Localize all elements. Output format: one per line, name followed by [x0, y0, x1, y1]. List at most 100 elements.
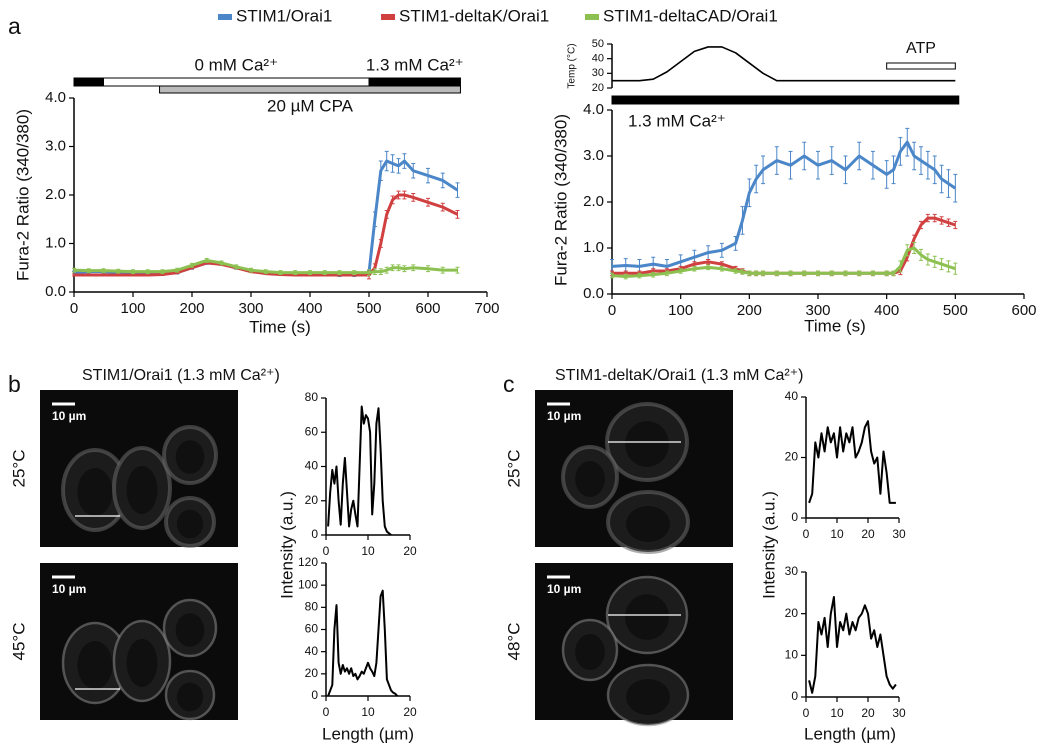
error-bar: [308, 270, 312, 276]
x-tick-label: 20: [403, 544, 417, 558]
panel-title: STIM1/Orai1 (1.3 mM Ca²⁺): [82, 367, 280, 384]
x-tick-label: 700: [474, 300, 499, 317]
y-tick-label: 20: [785, 606, 799, 620]
y-tick-label: 20: [305, 493, 319, 507]
y-tick-label: 0: [791, 689, 798, 703]
error-bar: [953, 262, 958, 275]
y-tick-label: 20: [592, 82, 604, 94]
error-bar: [390, 264, 395, 272]
error-bar: [131, 269, 135, 275]
nucleus: [625, 594, 669, 640]
data-line: [327, 589, 399, 697]
error-bar: [610, 272, 614, 279]
error-bar: [802, 270, 807, 277]
x-tick-label: 0: [70, 300, 78, 317]
protocol-label: 1.3 mM Ca²⁺: [366, 55, 464, 74]
data-line: [327, 405, 392, 536]
error-bar: [884, 160, 889, 189]
error-bar: [740, 206, 745, 235]
error-bar: [455, 182, 460, 198]
y-tick-label: 1.0: [583, 239, 604, 256]
error-bar: [829, 270, 834, 277]
y-tick-label: 2.0: [583, 193, 604, 210]
error-bar: [802, 141, 807, 171]
x-tick-label: 0: [323, 705, 330, 719]
protocol-label: 1.3 mM Ca²⁺: [628, 111, 726, 130]
y-tick-label: 2.0: [45, 186, 66, 203]
error-bar: [372, 268, 377, 276]
error-bar: [939, 258, 944, 271]
nucleus: [126, 466, 158, 514]
protocol-label: ATP: [906, 40, 936, 57]
error-bar: [761, 155, 766, 185]
panel-label: a: [8, 13, 21, 39]
error-bar: [919, 146, 923, 175]
error-bar: [426, 197, 430, 207]
y-axis-label: Intensity (a.u.): [277, 491, 296, 599]
protocol-bar: [368, 77, 461, 87]
y-tick-label: 80: [305, 600, 319, 614]
y-tick-label: 3.0: [583, 147, 604, 164]
x-tick-label: 500: [943, 302, 968, 319]
panel-title: STIM1-deltaK/Orai1 (1.3 mM Ca²⁺): [555, 367, 804, 384]
temperature-label: 45°C: [9, 623, 28, 661]
y-tick-label: 100: [298, 577, 318, 591]
y-tick-label: 30: [785, 564, 799, 578]
legend-swatch: [585, 14, 599, 20]
error-bar: [367, 269, 371, 277]
scale-bar-label: 10 µm: [547, 582, 581, 596]
error-bar: [664, 270, 669, 277]
data-line: [808, 420, 896, 504]
error-bar: [932, 255, 937, 268]
error-bar: [378, 239, 383, 248]
error-bar: [719, 265, 724, 272]
legend-label: STIM1-deltaK/Orai1: [399, 6, 549, 25]
error-bar: [870, 270, 875, 277]
y-tick-label: 0: [311, 527, 318, 541]
error-bar: [372, 211, 377, 228]
x-tick-label: 100: [668, 302, 693, 319]
x-tick-label: 300: [805, 302, 830, 319]
error-bar: [925, 253, 930, 266]
x-tick-label: 200: [179, 300, 204, 317]
y-tick-label: 40: [592, 53, 604, 65]
error-bar: [905, 244, 910, 257]
error-bar: [440, 172, 445, 189]
y-tick-label: 60: [305, 424, 319, 438]
error-bar: [925, 213, 930, 223]
error-bar: [402, 265, 407, 273]
error-bar: [352, 270, 357, 276]
error-bar: [263, 269, 268, 275]
y-tick-label: 20: [785, 450, 799, 464]
error-bar: [101, 273, 106, 277]
error-bar: [378, 160, 383, 181]
panel-label: b: [8, 371, 21, 397]
error-bar: [891, 155, 896, 185]
error-bar: [754, 164, 759, 194]
x-tick-label: 200: [737, 302, 762, 319]
x-tick-label: 30: [892, 706, 906, 720]
error-bar: [651, 271, 656, 278]
x-tick-label: 0: [608, 302, 616, 319]
y-tick-label: 120: [298, 555, 318, 569]
error-bar: [116, 268, 121, 274]
y-tick-label: 1.0: [45, 234, 66, 251]
error-bar: [932, 213, 937, 223]
error-bar: [946, 169, 951, 198]
x-tick-label: 10: [830, 527, 844, 541]
error-bar: [925, 150, 930, 180]
error-bar: [946, 218, 951, 227]
error-bar: [747, 178, 752, 208]
y-axis-label: Temp (°C): [567, 43, 578, 88]
panel-label: c: [503, 371, 515, 397]
error-bar: [396, 190, 401, 200]
x-axis-label: Length (µm): [804, 724, 896, 743]
error-bar: [426, 167, 430, 184]
error-bar: [623, 273, 628, 280]
error-bar: [761, 270, 766, 277]
x-tick-label: 600: [415, 300, 440, 317]
error-bar: [953, 173, 958, 203]
error-bar: [919, 248, 923, 261]
protocol-label: 20 µM CPA: [267, 96, 354, 115]
error-bar: [234, 264, 239, 270]
